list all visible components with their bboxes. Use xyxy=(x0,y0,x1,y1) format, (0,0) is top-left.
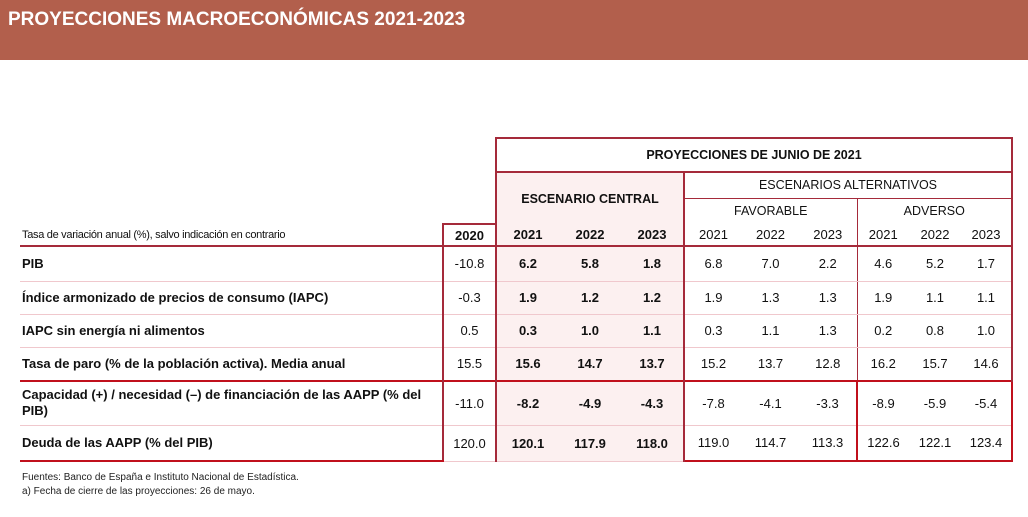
year-header: 2021 xyxy=(684,224,742,247)
value-cell: 15.6 xyxy=(495,347,559,382)
value-cell: 0.8 xyxy=(909,314,961,348)
value-cell: -5.4 xyxy=(961,380,1013,426)
header-central-scenario: ESCENARIO CENTRAL xyxy=(495,172,685,224)
year-header: 2022 xyxy=(909,224,961,247)
header-favorable: FAVORABLE xyxy=(684,198,858,224)
table-row: Tasa de paro (% de la población activa).… xyxy=(20,347,1013,382)
row-label: Tasa de paro (% de la población activa).… xyxy=(20,347,443,382)
year-header: 2023 xyxy=(621,224,685,247)
year-header: 2021 xyxy=(495,224,559,247)
value-cell: 1.1 xyxy=(961,281,1013,315)
value-cell: 0.3 xyxy=(684,314,742,348)
footnotes: Fuentes: Banco de España e Instituto Nac… xyxy=(22,471,299,499)
value-cell: 122.1 xyxy=(909,425,961,462)
value-cell: 15.5 xyxy=(442,347,497,382)
value-cell: 0.3 xyxy=(495,314,559,348)
value-cell: 122.6 xyxy=(857,425,909,462)
value-cell: -8.2 xyxy=(495,380,559,426)
value-cell: 1.3 xyxy=(799,281,858,315)
table-row: Capacidad (+) / necesidad (–) de financi… xyxy=(20,380,1013,426)
year-header: 2021 xyxy=(857,224,909,247)
value-cell: 0.5 xyxy=(442,314,497,348)
value-cell: -5.9 xyxy=(909,380,961,426)
value-cell: 5.2 xyxy=(909,246,961,282)
value-cell: 1.8 xyxy=(621,246,685,282)
value-cell: 1.2 xyxy=(559,281,621,315)
year-header: 2020 xyxy=(442,223,497,247)
value-cell: 1.2 xyxy=(621,281,685,315)
value-cell: -3.3 xyxy=(799,380,858,426)
value-cell: 1.7 xyxy=(961,246,1013,282)
value-cell: 1.0 xyxy=(961,314,1013,348)
year-header: 2022 xyxy=(742,224,799,247)
year-header: 2023 xyxy=(799,224,858,247)
value-cell: 120.0 xyxy=(442,425,497,462)
projections-table: PROYECCIONES DE JUNIO DE 2021 ESCENARIO … xyxy=(20,137,1013,462)
row-label: Deuda de las AAPP (% del PIB) xyxy=(20,425,443,462)
value-cell: 1.0 xyxy=(559,314,621,348)
value-cell: 117.9 xyxy=(559,425,621,462)
table-row: IAPC sin energía ni alimentos 0.5 0.3 1.0 1.… xyxy=(20,314,1013,348)
value-cell: 13.7 xyxy=(742,347,799,382)
value-cell: 1.9 xyxy=(495,281,559,315)
value-cell: -10.8 xyxy=(442,246,497,282)
cutoff-note: a) Fecha de cierre de las proyecciones: … xyxy=(22,486,255,497)
row-label: Capacidad (+) / necesidad (–) de financi… xyxy=(20,380,443,426)
value-cell: 7.0 xyxy=(742,246,799,282)
value-cell: -7.8 xyxy=(684,380,742,426)
value-cell: 0.2 xyxy=(857,314,909,348)
value-cell: 119.0 xyxy=(684,425,742,462)
value-cell: -4.9 xyxy=(559,380,621,426)
value-cell: 114.7 xyxy=(742,425,799,462)
table-row: Deuda de las AAPP (% del PIB) 120.0 120.1 1… xyxy=(20,425,1013,462)
value-cell: -11.0 xyxy=(442,380,497,426)
value-cell: 5.8 xyxy=(559,246,621,282)
value-cell: 16.2 xyxy=(857,347,909,382)
table-row: Índice armonizado de precios de consumo … xyxy=(20,281,1013,315)
header-projections: PROYECCIONES DE JUNIO DE 2021 xyxy=(495,137,1013,173)
value-cell: 14.7 xyxy=(559,347,621,382)
row-label: IAPC sin energía ni alimentos xyxy=(20,314,443,348)
table-row: PIB -10.8 6.2 5.8 1.8 6.8 7.0 2.2 4.6 5.2 1.7 xyxy=(20,246,1013,282)
value-cell: 1.1 xyxy=(621,314,685,348)
value-cell: 14.6 xyxy=(961,347,1013,382)
value-cell: 1.1 xyxy=(909,281,961,315)
value-cell: 118.0 xyxy=(621,425,685,462)
year-header: 2023 xyxy=(961,224,1013,247)
value-cell: 13.7 xyxy=(621,347,685,382)
units-note: Tasa de variación anual (%), salvo indic… xyxy=(20,224,443,247)
page-title: PROYECCIONES MACROECONÓMICAS 2021-2023 xyxy=(0,0,1028,60)
year-header: 2022 xyxy=(559,224,621,247)
value-cell: 1.9 xyxy=(684,281,742,315)
value-cell: 113.3 xyxy=(799,425,858,462)
value-cell: 1.9 xyxy=(857,281,909,315)
value-cell: 4.6 xyxy=(857,246,909,282)
value-cell: 6.2 xyxy=(495,246,559,282)
value-cell: 123.4 xyxy=(961,425,1013,462)
value-cell: 1.3 xyxy=(742,281,799,315)
value-cell: 120.1 xyxy=(495,425,559,462)
value-cell: 1.3 xyxy=(799,314,858,348)
value-cell: -4.3 xyxy=(621,380,685,426)
row-label: PIB xyxy=(20,246,443,282)
value-cell: -8.9 xyxy=(857,380,909,426)
header-alternative-scenarios: ESCENARIOS ALTERNATIVOS xyxy=(684,172,1013,199)
value-cell: 12.8 xyxy=(799,347,858,382)
value-cell: 15.2 xyxy=(684,347,742,382)
header-adverse: ADVERSO xyxy=(857,198,1013,224)
value-cell: -4.1 xyxy=(742,380,799,426)
value-cell: 6.8 xyxy=(684,246,742,282)
value-cell: 15.7 xyxy=(909,347,961,382)
row-label: Índice armonizado de precios de consumo … xyxy=(20,281,443,315)
value-cell: 1.1 xyxy=(742,314,799,348)
value-cell: 2.2 xyxy=(799,246,858,282)
value-cell: -0.3 xyxy=(442,281,497,315)
source-note: Fuentes: Banco de España e Instituto Nac… xyxy=(22,472,299,483)
